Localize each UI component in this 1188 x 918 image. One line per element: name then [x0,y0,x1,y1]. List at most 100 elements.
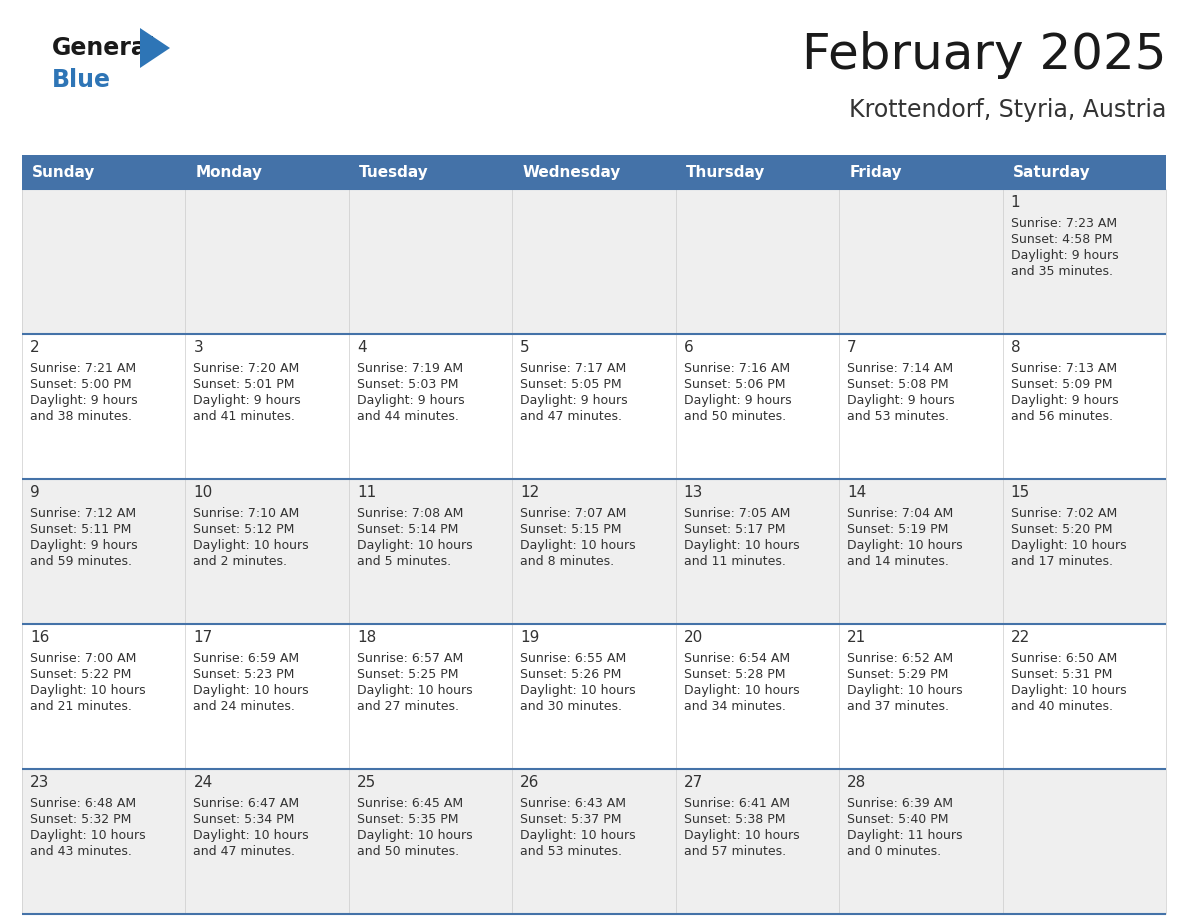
Text: Sunset: 5:09 PM: Sunset: 5:09 PM [1011,378,1112,391]
Bar [23,769,1165,914]
Text: Sunrise: 7:10 AM: Sunrise: 7:10 AM [194,507,299,520]
Text: Sunrise: 7:17 AM: Sunrise: 7:17 AM [520,362,626,375]
Text: Daylight: 10 hours: Daylight: 10 hours [356,539,473,552]
Text: Sunset: 5:11 PM: Sunset: 5:11 PM [30,523,132,536]
Text: and 8 minutes.: and 8 minutes. [520,555,614,568]
Text: Sunset: 5:00 PM: Sunset: 5:00 PM [30,378,132,391]
Text: Sunrise: 7:13 AM: Sunrise: 7:13 AM [1011,362,1117,375]
Text: Friday: Friday [849,164,902,180]
Text: and 34 minutes.: and 34 minutes. [684,700,785,713]
Text: Daylight: 10 hours: Daylight: 10 hours [684,684,800,697]
Text: Sunset: 5:34 PM: Sunset: 5:34 PM [194,813,295,826]
Bar [23,479,1165,624]
Text: Daylight: 10 hours: Daylight: 10 hours [1011,539,1126,552]
Text: Daylight: 10 hours: Daylight: 10 hours [356,829,473,842]
Text: 17: 17 [194,630,213,645]
Text: Daylight: 10 hours: Daylight: 10 hours [520,539,636,552]
Text: 7: 7 [847,340,857,355]
Text: Sunrise: 6:45 AM: Sunrise: 6:45 AM [356,797,463,810]
Text: Sunrise: 6:54 AM: Sunrise: 6:54 AM [684,652,790,665]
Text: and 24 minutes.: and 24 minutes. [194,700,296,713]
Text: Daylight: 10 hours: Daylight: 10 hours [194,684,309,697]
Text: 4: 4 [356,340,366,355]
Text: Sunset: 5:14 PM: Sunset: 5:14 PM [356,523,459,536]
Text: Monday: Monday [196,164,263,180]
Text: and 41 minutes.: and 41 minutes. [194,410,296,423]
Text: Sunset: 5:35 PM: Sunset: 5:35 PM [356,813,459,826]
Text: Sunrise: 6:57 AM: Sunrise: 6:57 AM [356,652,463,665]
Text: Daylight: 10 hours: Daylight: 10 hours [194,539,309,552]
Text: Sunset: 5:40 PM: Sunset: 5:40 PM [847,813,949,826]
Text: Daylight: 10 hours: Daylight: 10 hours [30,829,146,842]
Text: Krottendorf, Styria, Austria: Krottendorf, Styria, Austria [848,98,1165,122]
Text: and 59 minutes.: and 59 minutes. [30,555,132,568]
Text: Daylight: 9 hours: Daylight: 9 hours [520,394,628,407]
Text: Sunday: Sunday [32,164,95,180]
Text: Sunrise: 7:00 AM: Sunrise: 7:00 AM [30,652,137,665]
Text: and 56 minutes.: and 56 minutes. [1011,410,1113,423]
Text: Blue: Blue [52,68,110,92]
Text: Sunset: 5:08 PM: Sunset: 5:08 PM [847,378,949,391]
Text: Daylight: 10 hours: Daylight: 10 hours [1011,684,1126,697]
Text: and 0 minutes.: and 0 minutes. [847,845,941,858]
Text: 19: 19 [520,630,539,645]
Text: Sunrise: 7:12 AM: Sunrise: 7:12 AM [30,507,137,520]
Text: Daylight: 9 hours: Daylight: 9 hours [356,394,465,407]
Text: Sunrise: 7:23 AM: Sunrise: 7:23 AM [1011,217,1117,230]
Text: 10: 10 [194,485,213,500]
Text: 20: 20 [684,630,703,645]
Text: Sunrise: 6:43 AM: Sunrise: 6:43 AM [520,797,626,810]
Text: 6: 6 [684,340,694,355]
Text: Sunset: 5:32 PM: Sunset: 5:32 PM [30,813,132,826]
Text: 28: 28 [847,775,866,790]
Text: 27: 27 [684,775,703,790]
Text: 1: 1 [1011,195,1020,210]
Text: Sunset: 5:15 PM: Sunset: 5:15 PM [520,523,621,536]
Text: Sunset: 5:31 PM: Sunset: 5:31 PM [1011,668,1112,681]
Text: Sunrise: 7:21 AM: Sunrise: 7:21 AM [30,362,137,375]
Text: and 50 minutes.: and 50 minutes. [356,845,459,858]
Text: and 53 minutes.: and 53 minutes. [847,410,949,423]
Text: and 17 minutes.: and 17 minutes. [1011,555,1113,568]
Text: Sunrise: 7:08 AM: Sunrise: 7:08 AM [356,507,463,520]
Text: and 21 minutes.: and 21 minutes. [30,700,132,713]
Text: Sunrise: 7:20 AM: Sunrise: 7:20 AM [194,362,299,375]
Text: Sunrise: 7:16 AM: Sunrise: 7:16 AM [684,362,790,375]
Text: 5: 5 [520,340,530,355]
Text: 26: 26 [520,775,539,790]
Text: 2: 2 [30,340,39,355]
Text: Sunrise: 7:07 AM: Sunrise: 7:07 AM [520,507,626,520]
Text: and 27 minutes.: and 27 minutes. [356,700,459,713]
Text: Sunrise: 6:41 AM: Sunrise: 6:41 AM [684,797,790,810]
Text: February 2025: February 2025 [802,31,1165,79]
Text: 22: 22 [1011,630,1030,645]
Text: and 35 minutes.: and 35 minutes. [1011,265,1113,278]
Text: Sunset: 5:23 PM: Sunset: 5:23 PM [194,668,295,681]
Text: and 14 minutes.: and 14 minutes. [847,555,949,568]
Text: Sunrise: 7:19 AM: Sunrise: 7:19 AM [356,362,463,375]
Text: Sunset: 5:22 PM: Sunset: 5:22 PM [30,668,132,681]
Text: and 50 minutes.: and 50 minutes. [684,410,785,423]
Text: Sunset: 5:05 PM: Sunset: 5:05 PM [520,378,621,391]
Text: Daylight: 10 hours: Daylight: 10 hours [194,829,309,842]
Text: and 37 minutes.: and 37 minutes. [847,700,949,713]
Text: 3: 3 [194,340,203,355]
Text: 18: 18 [356,630,377,645]
Text: 21: 21 [847,630,866,645]
Text: Sunset: 5:29 PM: Sunset: 5:29 PM [847,668,948,681]
Text: Daylight: 11 hours: Daylight: 11 hours [847,829,962,842]
Text: Daylight: 9 hours: Daylight: 9 hours [194,394,301,407]
Text: Daylight: 10 hours: Daylight: 10 hours [520,684,636,697]
Text: Daylight: 9 hours: Daylight: 9 hours [30,539,138,552]
Text: Sunrise: 6:39 AM: Sunrise: 6:39 AM [847,797,953,810]
Text: Saturday: Saturday [1012,164,1091,180]
Text: Daylight: 10 hours: Daylight: 10 hours [30,684,146,697]
Bar [23,189,1165,334]
Text: Sunset: 4:58 PM: Sunset: 4:58 PM [1011,233,1112,246]
Text: Tuesday: Tuesday [359,164,429,180]
Text: Sunset: 5:12 PM: Sunset: 5:12 PM [194,523,295,536]
Text: Sunset: 5:28 PM: Sunset: 5:28 PM [684,668,785,681]
Text: Daylight: 10 hours: Daylight: 10 hours [356,684,473,697]
Text: Thursday: Thursday [685,164,765,180]
Text: 25: 25 [356,775,377,790]
